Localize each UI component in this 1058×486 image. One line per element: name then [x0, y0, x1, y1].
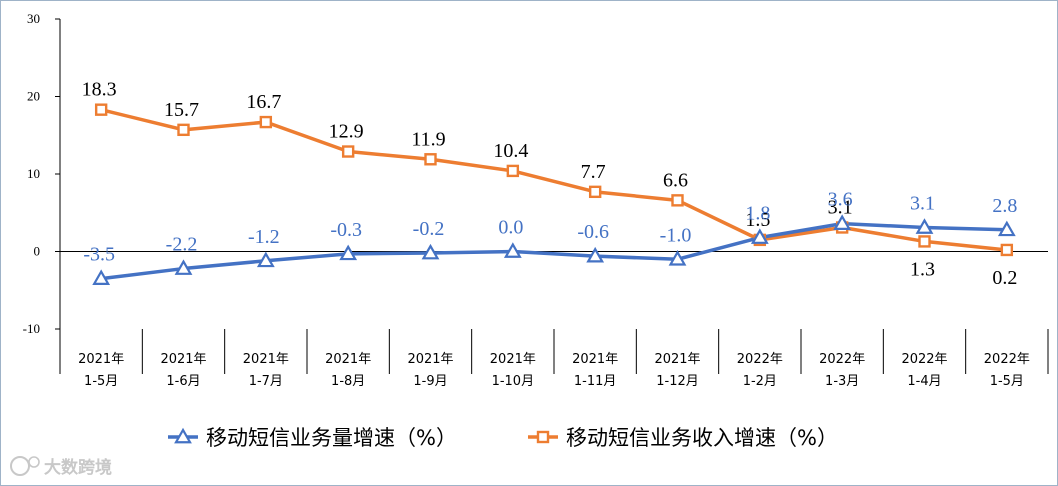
y-tick-label: 10	[27, 166, 40, 181]
data-point-volume	[833, 214, 852, 230]
series-line-revenue	[100, 107, 1008, 252]
data-label-revenue: 0.2	[992, 267, 1017, 289]
watermark-logo-icon	[28, 456, 40, 468]
data-point-volume	[668, 250, 687, 266]
y-tick-label: 0	[34, 244, 41, 259]
x-tick-label-year: 2022年	[984, 352, 1030, 367]
x-tick-label-year: 2021年	[654, 352, 700, 367]
data-point-revenue	[94, 103, 108, 116]
data-label-revenue: 7.7	[581, 161, 606, 183]
data-label-revenue: 18.3	[82, 79, 117, 101]
data-point-volume	[339, 244, 358, 261]
data-point-revenue	[1000, 243, 1014, 257]
data-labels: 18.3 15.7 16.7 12.9 11.9 10.4 7.7 6.6 1.5 3.1 1.3 0…	[82, 79, 1018, 289]
data-label-revenue: 11.9	[411, 128, 445, 150]
data-point-volume	[750, 228, 769, 244]
data-label-revenue: 10.4	[493, 140, 528, 162]
x-tick-label-period: 1-5月	[990, 374, 1024, 389]
data-label-volume: 2.8	[992, 195, 1017, 217]
x-tick-label-year: 2022年	[819, 352, 865, 367]
y-tick-label: 20	[27, 89, 40, 104]
data-label-volume: -3.5	[83, 244, 115, 266]
data-label-volume: 0.0	[498, 217, 523, 239]
data-point-volume	[915, 218, 934, 234]
x-tick-label-year: 2022年	[737, 352, 783, 367]
y-tick-label: -10	[23, 321, 40, 336]
x-tick-label-period: 1-11月	[574, 374, 617, 389]
data-point-volume	[256, 251, 275, 268]
series-lines	[100, 107, 1008, 281]
data-point-volume	[421, 243, 440, 260]
x-tick-label-period: 1-6月	[166, 374, 200, 389]
x-tick-label-year: 2021年	[78, 352, 124, 367]
series-markers	[92, 103, 1016, 285]
x-tick-label-period: 1-3月	[825, 374, 859, 389]
data-label-volume: -0.2	[413, 218, 445, 240]
x-tick-label-period: 1-4月	[907, 374, 941, 389]
data-point-revenue	[177, 123, 190, 137]
x-tick-label-year: 2021年	[243, 352, 289, 367]
x-tick-label-year: 2021年	[160, 352, 206, 367]
data-point-revenue	[341, 145, 355, 158]
data-label-revenue: 1.5	[745, 209, 770, 231]
x-tick-label-year: 2022年	[901, 352, 947, 367]
x-tick-label-period: 1-8月	[331, 374, 365, 389]
data-point-revenue	[424, 153, 437, 166]
x-tick-label-year: 2021年	[325, 352, 371, 367]
data-label-volume: 3.6	[828, 189, 853, 211]
legend-label-revenue: 移动短信业务收入增速（%）	[566, 426, 838, 450]
x-tick-label-period: 1-7月	[249, 374, 283, 389]
data-label-revenue: 3.1	[828, 196, 853, 218]
x-tick-label-period: 1-10月	[492, 374, 535, 389]
axes: 30 20 10 0 -10 2021年 1-5月 2021年 1-6月 2021年 1-7月 202…	[23, 11, 1049, 389]
x-tick-label-period: 1-2月	[743, 374, 777, 389]
x-tick-label-period: 1-9月	[413, 374, 447, 389]
watermark: 大数跨境	[10, 456, 112, 478]
x-tick-label-year: 2021年	[490, 352, 536, 367]
data-point-revenue	[588, 185, 602, 199]
data-label-volume: -0.6	[577, 221, 609, 243]
legend-marker-volume	[174, 427, 192, 444]
watermark-text: 大数跨境	[44, 457, 112, 478]
data-label-revenue: 16.7	[246, 91, 281, 113]
data-point-volume	[174, 259, 193, 275]
watermark-logo-icon	[10, 456, 30, 476]
x-tick-label-period: 1-12月	[656, 374, 699, 389]
data-label-revenue: 6.6	[663, 169, 688, 191]
data-label-revenue: 12.9	[329, 121, 364, 143]
data-point-volume	[586, 246, 605, 263]
x-tick-label-period: 1-5月	[84, 374, 118, 389]
data-point-volume	[503, 242, 522, 258]
y-tick-label: 30	[27, 11, 40, 26]
series-line-volume	[100, 221, 1007, 281]
data-label-volume: 3.1	[910, 192, 935, 214]
data-point-revenue	[506, 164, 520, 178]
data-label-volume: -0.3	[330, 219, 362, 241]
data-point-revenue	[259, 115, 273, 129]
data-label-volume: -1.2	[248, 226, 280, 248]
x-tick-label-year: 2021年	[407, 352, 453, 367]
data-label-volume: -1.0	[660, 224, 692, 246]
data-point-revenue	[671, 194, 684, 207]
legend: 移动短信业务量增速（%） 移动短信业务收入增速（%）	[168, 426, 838, 450]
data-label-revenue: 15.7	[164, 99, 199, 121]
x-tick-label-year: 2021年	[572, 352, 618, 367]
legend-label-volume: 移动短信业务量增速（%）	[206, 426, 457, 450]
data-point-revenue	[918, 235, 931, 248]
legend-marker-revenue	[536, 430, 550, 444]
data-point-volume	[997, 220, 1016, 237]
data-label-revenue: 1.3	[910, 258, 935, 280]
data-label-volume: 1.8	[745, 203, 770, 225]
data-point-volume	[92, 269, 111, 285]
data-label-volume: -2.2	[166, 234, 198, 256]
